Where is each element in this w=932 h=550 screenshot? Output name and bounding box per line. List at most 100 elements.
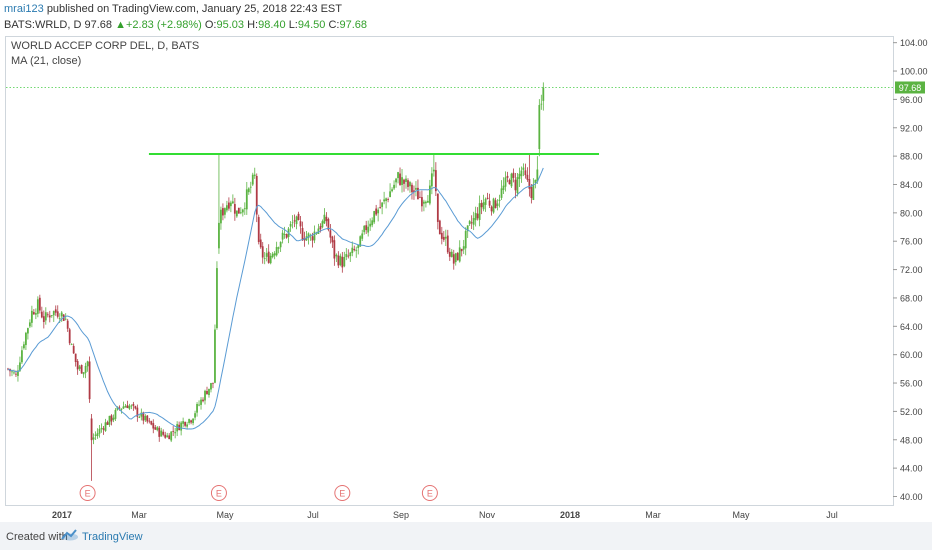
- candle-body: [158, 427, 161, 437]
- candle-body: [428, 185, 431, 204]
- candle-body: [365, 225, 368, 231]
- candle-body: [401, 177, 403, 185]
- candle-body: [271, 253, 274, 258]
- candle-body: [468, 221, 471, 225]
- candle-body: [395, 178, 397, 183]
- candle-body: [299, 221, 302, 227]
- candle-body: [98, 428, 101, 434]
- candle-body: [265, 253, 268, 257]
- earnings-marker: [79, 485, 96, 501]
- y-tick-label: 40.00: [900, 492, 923, 502]
- candle-body: [19, 362, 21, 371]
- candle-body: [247, 188, 250, 193]
- candle-body: [88, 361, 91, 400]
- candle-body: [383, 199, 386, 202]
- candle-body: [229, 202, 232, 207]
- candle-body: [375, 208, 378, 215]
- candle-body: [516, 177, 519, 194]
- x-tick-label: 2017: [52, 510, 72, 520]
- candle-body: [385, 198, 387, 202]
- candle-body: [430, 173, 433, 187]
- candle-body: [180, 422, 183, 431]
- candle-body: [532, 184, 535, 200]
- candle-body: [397, 172, 399, 179]
- candle-body: [464, 231, 467, 249]
- candle-body: [391, 189, 393, 192]
- candle-body: [347, 255, 350, 257]
- candle-body: [190, 420, 192, 423]
- author-link[interactable]: mrai123: [4, 3, 44, 15]
- candle-body: [526, 174, 529, 180]
- candle-body: [222, 208, 224, 216]
- candle-body: [319, 226, 322, 230]
- candle-body: [273, 253, 276, 256]
- candle-body: [456, 252, 459, 261]
- candle-body: [34, 313, 37, 315]
- legend-ma: MA (21, close): [11, 55, 82, 67]
- x-tick-label: May: [216, 510, 234, 520]
- tradingview-link[interactable]: TradingView: [82, 531, 143, 543]
- candle-body: [419, 196, 421, 198]
- candle-body: [226, 205, 228, 211]
- candle-body: [472, 218, 475, 225]
- candle-body: [363, 225, 366, 233]
- candle-body: [413, 190, 415, 192]
- candle-body: [440, 232, 443, 239]
- candle-body: [522, 167, 525, 170]
- moving-average-line: [7, 167, 544, 430]
- y-tick-label: 56.00: [900, 379, 923, 389]
- candle-body: [25, 332, 27, 346]
- candle-body: [72, 345, 75, 354]
- candle-body: [452, 254, 455, 264]
- candle-body: [15, 373, 17, 375]
- candle-body: [172, 430, 175, 432]
- y-tick-label: 80.00: [900, 208, 923, 218]
- y-tick-label: 76.00: [900, 237, 923, 247]
- footer-bar: Created with TradingView: [0, 522, 932, 550]
- candle-body: [186, 424, 188, 427]
- candle-body: [353, 248, 356, 251]
- candle-body: [381, 202, 384, 207]
- candle-body: [44, 312, 47, 321]
- candle-body: [411, 184, 413, 193]
- candle-body: [212, 382, 214, 384]
- candle-body: [423, 201, 425, 204]
- tradingview-logo-icon: [61, 529, 78, 541]
- candle-body: [154, 427, 157, 430]
- price-chart[interactable]: 104.00 100.00 96.00 92.00 88.00 84.00 80.00 76.…: [0, 0, 932, 520]
- candle-body: [92, 437, 95, 440]
- candle-body: [259, 239, 262, 248]
- candle-body: [27, 328, 29, 334]
- candle-body: [369, 223, 372, 227]
- candle-body: [11, 371, 13, 373]
- candle-body: [194, 413, 196, 418]
- publish-line: mrai123 published on TradingView.com, Ja…: [4, 3, 342, 15]
- candle-body: [442, 236, 445, 240]
- candle-body: [128, 405, 131, 409]
- candle-body: [492, 198, 495, 213]
- candle-body: [253, 174, 256, 176]
- candle-body: [17, 370, 19, 376]
- symbol-label: BATS:WRLD, D: [4, 19, 82, 31]
- candle-body: [56, 311, 59, 317]
- candle-body: [108, 415, 111, 425]
- last-price-tag-bg: [895, 81, 925, 94]
- candle-body: [142, 412, 145, 421]
- candle-body: [21, 350, 23, 363]
- candle-body: [36, 299, 39, 314]
- candle-body: [132, 403, 135, 406]
- candle-body: [444, 236, 447, 239]
- candle-body: [245, 189, 248, 210]
- candle-body: [349, 252, 352, 257]
- earnings-label: E: [85, 489, 91, 499]
- candle-body: [106, 422, 109, 425]
- candle-body: [48, 315, 51, 318]
- candle-body: [448, 251, 451, 257]
- candle-body: [409, 182, 411, 187]
- candle-body: [480, 202, 483, 208]
- candle-body: [96, 433, 99, 437]
- candle-body: [476, 213, 479, 219]
- candle-body: [454, 253, 457, 263]
- candle-body: [488, 200, 491, 206]
- candle-body: [231, 201, 234, 204]
